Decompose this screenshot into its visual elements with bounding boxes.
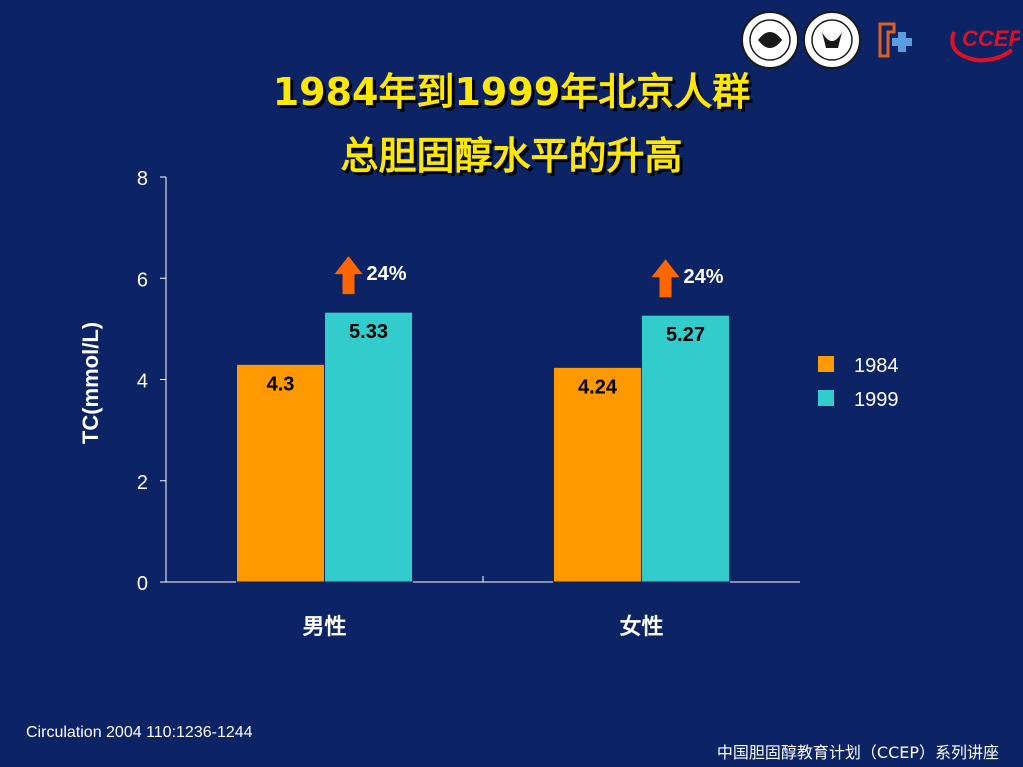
footer-series-text: 中国胆固醇教育计划（CCEP）系列讲座 bbox=[716, 743, 999, 762]
citation-text: Circulation 2004 110:1236-1244 bbox=[26, 724, 253, 741]
logo-group: CCEP bbox=[740, 10, 1023, 70]
slide-title-line1: 1984年到1999年北京人群 bbox=[272, 70, 751, 114]
seal-logo-2 bbox=[803, 11, 861, 69]
bar-1999-0 bbox=[324, 311, 413, 583]
data-label: 5.27 bbox=[666, 324, 705, 346]
svg-text:CCEP: CCEP bbox=[962, 26, 1020, 51]
x-category-label: 女性 bbox=[619, 614, 663, 640]
increase-arrow-icon bbox=[651, 259, 680, 298]
bar-1999-1 bbox=[641, 314, 730, 583]
logo-icons: CCEP bbox=[741, 11, 1023, 69]
data-label: 4.3 bbox=[267, 373, 295, 395]
y-axis-label: TC(mmol/L) bbox=[78, 322, 103, 444]
increase-annotation: 24% bbox=[684, 266, 724, 288]
y-tick-label: 8 bbox=[137, 168, 148, 190]
increase-arrow-icon bbox=[334, 256, 363, 295]
seal-logo-1 bbox=[741, 11, 799, 69]
y-tick-label: 6 bbox=[137, 269, 148, 291]
y-tick-label: 4 bbox=[137, 371, 148, 393]
bar-1984-0 bbox=[236, 363, 325, 583]
data-label: 4.24 bbox=[578, 376, 618, 398]
y-tick-label: 0 bbox=[137, 573, 148, 595]
increase-annotation: 24% bbox=[367, 263, 407, 285]
data-label: 5.33 bbox=[349, 321, 388, 343]
y-tick-label: 2 bbox=[137, 472, 148, 494]
slide-title-line2: 总胆固醇水平的升高 bbox=[340, 134, 683, 178]
legend-label: 1984 bbox=[854, 355, 899, 377]
x-category-label: 男性 bbox=[302, 615, 346, 640]
legend-swatch bbox=[818, 390, 834, 406]
cross-logo bbox=[878, 22, 912, 58]
bar-1984-1 bbox=[553, 366, 642, 583]
legend-swatch bbox=[818, 356, 834, 372]
ccep-logo: CCEP bbox=[950, 26, 1023, 63]
legend-label: 1999 bbox=[854, 389, 899, 411]
